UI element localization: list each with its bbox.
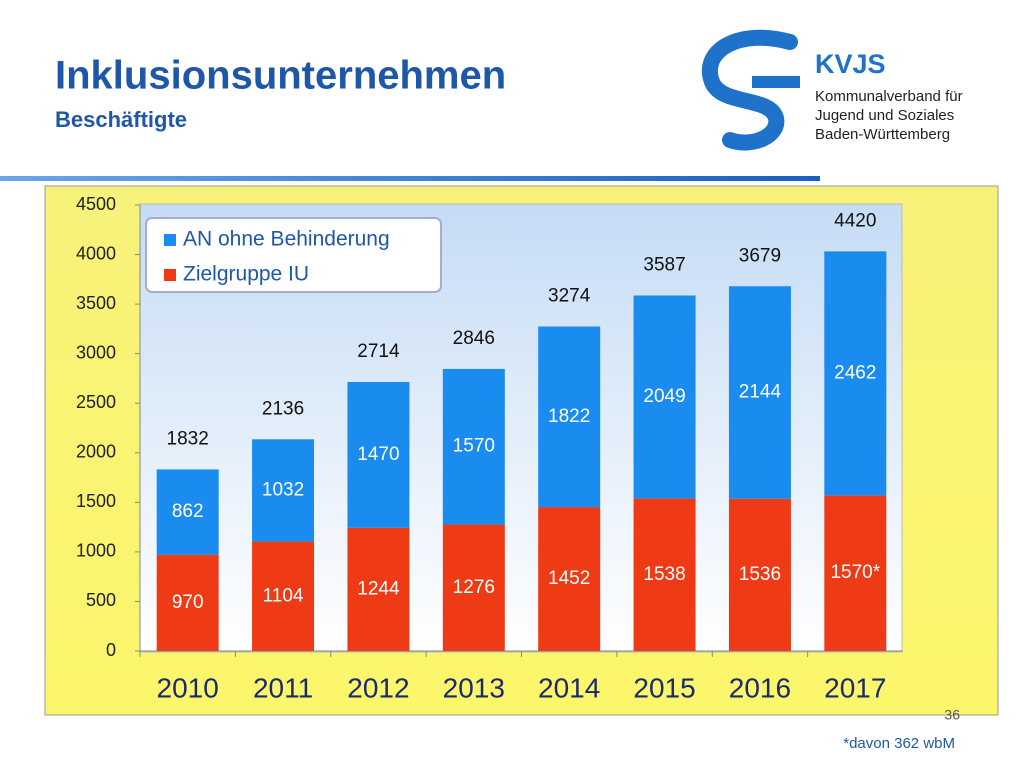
bar-segment [252,541,315,651]
total-label: 3679 [739,245,781,266]
logo-line: Baden-Württemberg [815,126,950,143]
total-label: 3587 [643,255,685,276]
legend-swatch [164,269,176,281]
value-label: 1452 [548,568,590,589]
bar-segment [156,469,219,555]
legend-label: Zielgruppe IU [183,263,309,286]
value-label: 1570* [830,562,880,583]
total-label: 2136 [262,398,304,419]
subtitle: Beschäftigte [55,107,187,132]
logo-line: Kommunalverband für [815,88,963,105]
legend-label: AN ohne Behinderung [183,228,390,251]
y-tick-label: 1500 [76,491,116,511]
y-tick-label: 2000 [76,442,116,462]
title: Inklusionsunternehmen [55,54,506,98]
bar-segment [633,295,696,499]
value-label: 1538 [643,564,685,585]
x-tick-label: 2015 [633,672,695,703]
y-tick-label: 3000 [76,342,116,362]
legend-swatch [164,234,176,246]
y-tick-label: 3500 [76,293,116,313]
logo-mark [702,29,798,151]
total-label: 1832 [167,428,209,449]
value-label: 2049 [643,386,685,407]
legend-box [145,217,442,293]
x-tick-label: 2017 [824,672,886,703]
bar-segment [728,498,791,651]
bar-segment [442,368,505,525]
value-label: 1822 [548,406,590,427]
total-label: 2714 [357,341,400,362]
bar-segment [252,439,315,542]
bar-segment [824,251,887,496]
bar-segment [442,524,505,651]
value-label: 1470 [357,444,399,465]
bar-segment [156,554,219,651]
value-label: 1570 [453,436,495,457]
y-tick-label: 4000 [76,243,116,263]
x-tick-label: 2014 [538,672,600,703]
value-label: 2462 [834,362,876,383]
total-label: 2846 [453,328,495,349]
logo-line: Jugend und Soziales [815,107,954,124]
y-tick-label: 4500 [76,194,116,214]
value-label: 1536 [739,564,781,585]
value-label: 970 [172,592,204,613]
bar-segment [633,498,696,651]
bar-segment [347,527,410,651]
total-label: 4420 [834,210,876,231]
x-tick-label: 2010 [157,672,219,703]
page-number: 36 [944,707,960,723]
value-label: 1032 [262,479,304,500]
x-tick-label: 2016 [729,672,791,703]
total-label: 3274 [548,286,591,307]
y-tick-label: 1000 [76,541,116,561]
value-label: 1276 [453,577,495,598]
y-tick-label: 2500 [76,392,116,412]
bar-segment [824,495,887,651]
x-tick-label: 2013 [443,672,505,703]
bar-segment [728,286,791,499]
bar-segment [538,326,601,508]
bar-segment [538,507,601,651]
bar-segment [347,382,410,528]
footnote: *davon 362 wbM [843,735,955,752]
value-label: 1104 [263,585,304,606]
y-tick-label: 0 [106,640,116,660]
logo-name: KVJS [815,49,886,79]
x-tick-label: 2012 [347,672,409,703]
y-tick-label: 500 [86,590,116,610]
x-tick-label: 2011 [253,672,313,703]
value-label: 862 [172,501,204,522]
value-label: 1244 [357,578,400,599]
logo: KVJS Kommunalverband für Jugend und Sozi… [702,29,963,151]
value-label: 2144 [739,382,782,403]
title-rule [0,176,820,181]
